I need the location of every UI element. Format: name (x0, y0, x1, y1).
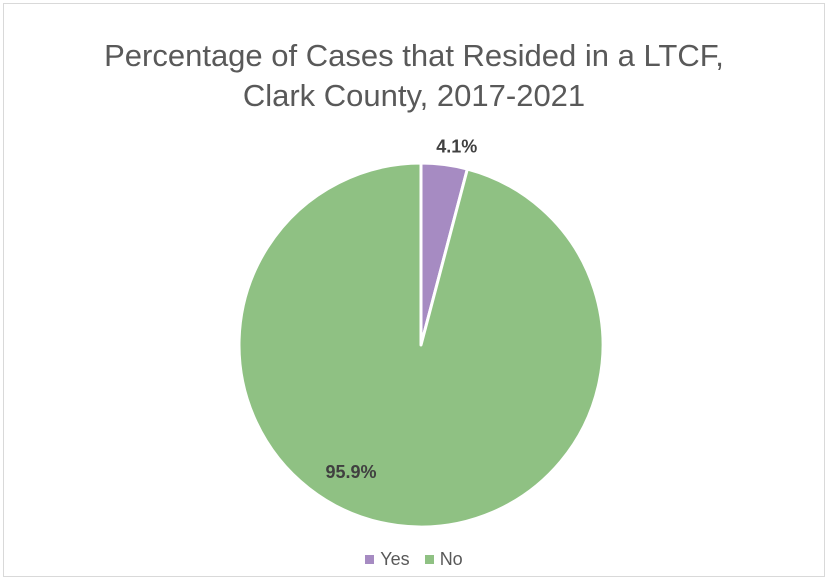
legend-item-yes: Yes (365, 549, 410, 570)
chart-area: Percentage of Cases that Resided in a LT… (3, 3, 825, 577)
chart-title-line-2: Clark County, 2017-2021 (242, 78, 586, 113)
pie-slice-no (237, 161, 605, 529)
legend-label-no: No (439, 549, 463, 569)
legend-label-yes: Yes (380, 549, 410, 569)
chart-title-line-1: Percentage of Cases that Resided in a LT… (104, 38, 724, 73)
pie-data-labels: 4.1% 95.9% (325, 136, 477, 482)
legend: Yes No (4, 548, 824, 570)
pie-chart: 4.1% 95.9% (237, 136, 605, 529)
data-label-yes: 4.1% (436, 136, 477, 156)
pie-slices (237, 161, 605, 529)
legend-item-no: No (424, 549, 463, 570)
legend-swatch-no (424, 555, 434, 564)
data-label-no: 95.9% (325, 462, 376, 482)
chart-title: Percentage of Cases that Resided in a LT… (4, 36, 824, 116)
legend-swatch-yes (365, 555, 375, 564)
